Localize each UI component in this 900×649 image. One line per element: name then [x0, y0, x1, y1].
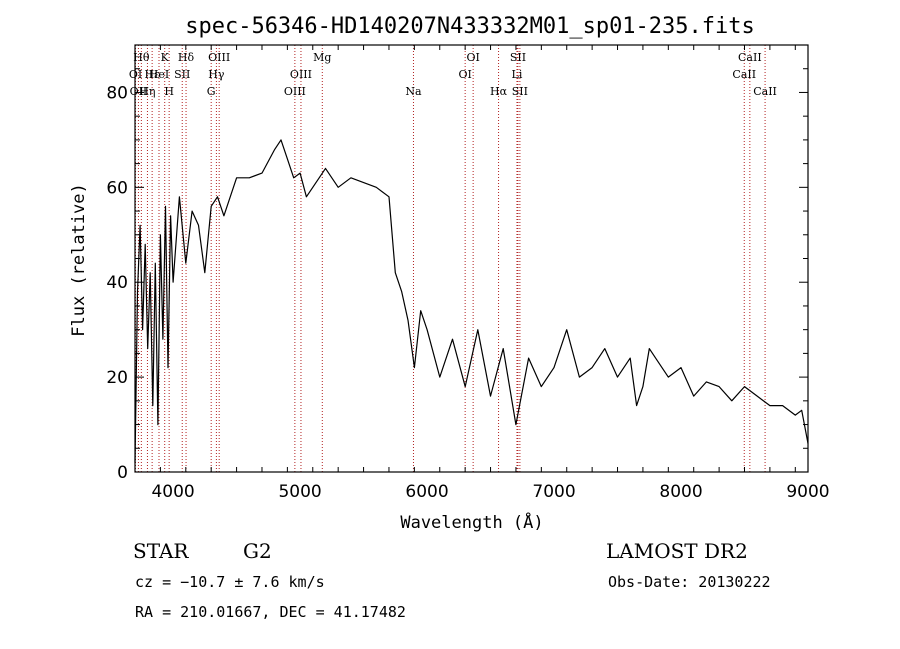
line-label: OIII	[208, 51, 230, 64]
sky-coordinates: RA = 210.01667, DEC = 41.17482	[135, 603, 406, 621]
line-label: OI	[466, 51, 479, 64]
line-label: CaII	[753, 85, 777, 98]
line-label: Hθ	[133, 51, 150, 64]
line-label: K	[161, 51, 170, 64]
line-label: SII	[510, 51, 526, 64]
object-type: STAR	[133, 539, 189, 563]
x-tick-label: 4000	[151, 482, 194, 502]
plot-frame	[134, 44, 809, 473]
flux-series	[134, 139, 809, 463]
line-label: SII	[174, 68, 190, 81]
line-label: Hα	[490, 85, 508, 98]
y-tick-label: 0	[117, 463, 128, 483]
line-label: OI	[458, 68, 471, 81]
y-axis-label: Flux (relative)	[69, 183, 89, 337]
line-label: OIII	[284, 85, 306, 98]
line-label: Mg	[313, 51, 331, 64]
x-tick-label: 6000	[405, 482, 448, 502]
y-tick-label: 40	[106, 273, 128, 293]
line-labels: OIOIIHθHηHεHeIKHSIIHδGHγOIIIOIIIOIIIMgNa…	[129, 51, 777, 98]
line-label: OI	[129, 68, 142, 81]
redshift-velocity: cz = −10.7 ± 7.6 km/s	[135, 573, 325, 591]
x-tick-label: 9000	[786, 482, 829, 502]
line-label: G	[207, 85, 216, 98]
chart-title: spec-56346-HD140207N433332M01_sp01-235.f…	[185, 14, 755, 39]
line-label: CaII	[732, 68, 756, 81]
emission-line-markers	[135, 45, 766, 472]
line-label: H	[164, 85, 174, 98]
x-axis-label: Wavelength (Å)	[400, 511, 543, 533]
y-tick-label: 60	[106, 178, 128, 198]
line-label: OII	[130, 85, 148, 98]
line-label: Na	[405, 85, 422, 98]
line-label: CaII	[738, 51, 762, 64]
observation-date: Obs-Date: 20130222	[608, 573, 771, 591]
line-label: Li	[512, 68, 523, 81]
line-label: Hη	[139, 85, 155, 98]
x-tick-label: 7000	[532, 482, 575, 502]
line-label: Hε	[144, 68, 160, 81]
line-label: Hγ	[208, 68, 225, 81]
x-tick-label: 5000	[278, 482, 321, 502]
survey-name: LAMOST DR2	[606, 539, 748, 563]
line-label: Hδ	[178, 51, 195, 64]
spectral-subclass: G2	[243, 539, 272, 563]
flux-line	[134, 139, 809, 463]
y-tick-label: 20	[106, 368, 128, 388]
y-tick-label: 80	[106, 83, 128, 103]
tick-labels: 4000 5000 6000 7000 8000 9000 0 20 40 60 80	[106, 83, 829, 502]
axes	[134, 44, 809, 473]
line-label: SII	[512, 85, 528, 98]
x-tick-label: 8000	[659, 482, 702, 502]
line-label: HeI	[149, 68, 169, 81]
line-label: OIII	[290, 68, 312, 81]
